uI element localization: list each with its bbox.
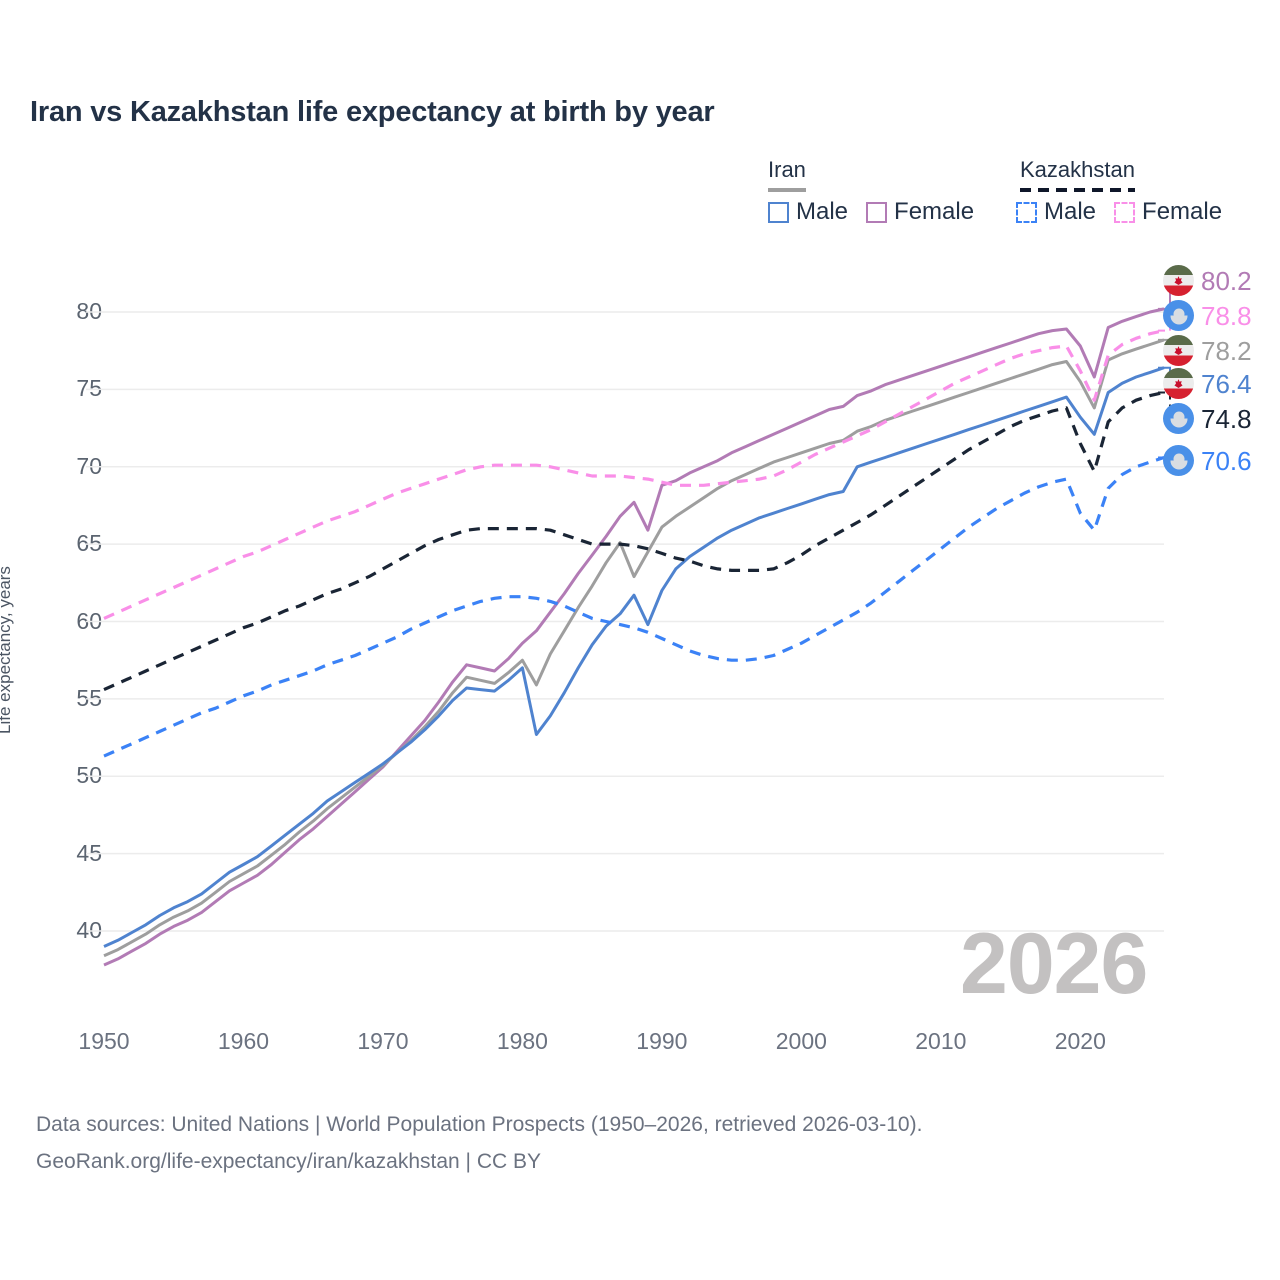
legend-items-kazakhstan: Male Female (1016, 200, 1222, 224)
y-axis-tick-label: 70 (76, 452, 102, 479)
end-value-kazakhstan-male: 70.6 (1201, 445, 1252, 476)
y-axis-tick-label: 60 (76, 607, 102, 634)
legend-swatch-icon-kazakhstan-female (1114, 201, 1136, 223)
legend-group-iran: Iran (768, 158, 806, 192)
x-axis-tick-label: 1970 (357, 1028, 409, 1054)
year-watermark: 2026 (960, 916, 1148, 1012)
end-value-kazakhstan-total: 74.8 (1201, 403, 1252, 434)
y-axis-tick-label: 65 (76, 530, 102, 557)
legend-rule-kazakhstan (1020, 188, 1135, 192)
legend-rule-iran (768, 188, 806, 192)
y-axis-tick-label: 45 (76, 839, 102, 866)
legend-label-iran-male: Male (796, 198, 849, 225)
kazakhstan-flag-icon (1163, 445, 1194, 476)
legend-swatch-icon-iran-male (768, 201, 789, 223)
end-label-kazakhstan-female: 78.8 (1163, 300, 1252, 331)
legend-country-iran: Iran (768, 157, 806, 182)
iran-flag-icon (1163, 265, 1194, 296)
iran-flag-icon (1163, 368, 1194, 399)
end-value-kazakhstan-female: 78.8 (1201, 300, 1252, 331)
legend-item-iran-female[interactable]: Female (866, 200, 974, 224)
page-title: Iran vs Kazakhstan life expectancy at bi… (30, 96, 715, 128)
footer-attribution: GeoRank.org/life-expectancy/iran/kazakhs… (36, 1150, 542, 1173)
x-axis-tick-label: 1960 (217, 1028, 270, 1054)
end-label-iran-male: 76.4 (1163, 368, 1252, 399)
legend-item-kazakhstan-male[interactable]: Male (1016, 200, 1096, 224)
end-label-kazakhstan-total: 74.8 (1163, 403, 1252, 434)
x-axis-tick-label: 1990 (636, 1028, 688, 1054)
x-axis-tick-label: 2020 (1054, 1028, 1106, 1054)
iran-flag-icon (1163, 335, 1194, 366)
end-label-kazakhstan-male: 70.6 (1163, 445, 1252, 476)
series-line-iran-total (103, 338, 1165, 958)
legend-swatch-icon-iran-female (866, 201, 888, 223)
legend-label-kazakhstan-male: Male (1044, 198, 1097, 225)
legend-group-kazakhstan: Kazakhstan (1020, 158, 1135, 192)
end-value-iran-male: 76.4 (1201, 368, 1252, 399)
series-line-iran-male (103, 366, 1165, 948)
footer-data-sources: Data sources: United Nations | World Pop… (36, 1113, 923, 1136)
legend-swatch-icon-kazakhstan-male (1016, 201, 1037, 223)
legend-label-iran-female: Female (894, 198, 975, 225)
legend-country-kazakhstan: Kazakhstan (1020, 157, 1135, 182)
x-axis-tick-label: 2010 (915, 1028, 967, 1054)
chart-footer: Data sources: United Nations | World Pop… (36, 1106, 1236, 1180)
x-axis-tick-label: 1980 (496, 1028, 548, 1054)
series-line-kazakhstan-male (103, 455, 1165, 758)
legend-item-iran-male[interactable]: Male (768, 200, 848, 224)
legend-item-kazakhstan-female[interactable]: Female (1114, 200, 1222, 224)
kazakhstan-flag-icon (1163, 300, 1194, 331)
y-axis-tick-label: 75 (76, 375, 102, 402)
y-axis-tick-label: 80 (76, 298, 102, 324)
y-axis-tick-label: 40 (76, 917, 102, 943)
x-axis-tick-label: 1950 (78, 1028, 130, 1054)
legend-items-iran: Male Female (768, 200, 974, 224)
series-line-iran-female (103, 307, 1165, 967)
end-value-iran-female: 80.2 (1201, 265, 1252, 296)
legend-label-kazakhstan-female: Female (1142, 198, 1223, 225)
y-axis-title: Life expectancy, years (0, 566, 14, 734)
end-label-iran-female: 80.2 (1163, 265, 1252, 296)
end-value-iran-total: 78.2 (1201, 335, 1252, 366)
x-axis-tick-label: 2000 (775, 1028, 827, 1054)
series-line-kazakhstan-female (103, 329, 1165, 620)
y-axis-tick-label: 55 (76, 684, 102, 711)
kazakhstan-flag-icon (1163, 403, 1194, 434)
y-axis-tick-label: 50 (76, 762, 102, 789)
series-line-kazakhstan-total (103, 390, 1165, 692)
end-label-iran-total: 78.2 (1163, 335, 1252, 366)
chart-legend: Iran Kazakhstan Male Female Male (760, 158, 1260, 238)
